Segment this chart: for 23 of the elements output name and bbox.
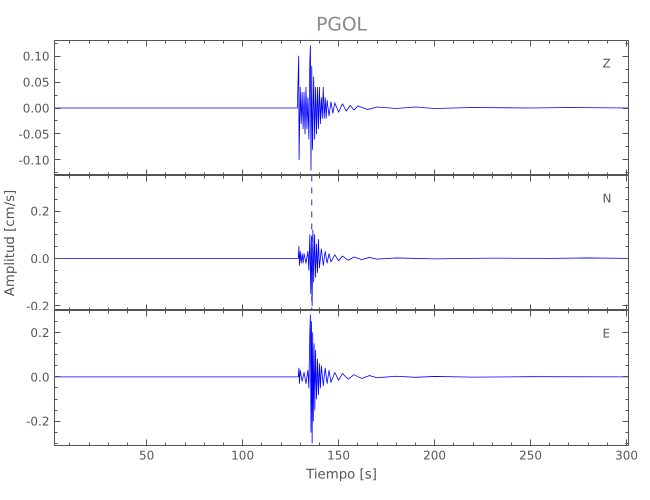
x-tick-label: 50 <box>139 448 154 462</box>
y-tick-label: 0.2 <box>30 204 50 219</box>
y-tick-label: -0.2 <box>26 414 50 429</box>
y-tick-label: 0.0 <box>30 370 50 384</box>
y-tick-label: -0.10 <box>18 153 50 168</box>
y-axis-title: Amplitud [cm/s] <box>3 190 18 296</box>
chart-title: PGOL <box>316 14 368 36</box>
x-axis-title: Tiempo [s] <box>305 468 377 482</box>
x-tick-label: 250 <box>519 448 542 462</box>
y-tick-label: 0.10 <box>22 50 50 64</box>
x-tick-label: 200 <box>423 448 446 462</box>
x-tick-label: 100 <box>231 448 254 462</box>
annotation: N <box>602 192 612 206</box>
y-tick-label: 0.2 <box>30 326 50 340</box>
x-tick-label: 150 <box>327 448 350 462</box>
y-tick-label: -0.05 <box>18 127 50 142</box>
annotation: E <box>602 326 610 340</box>
y-tick-label: 0.05 <box>22 76 50 90</box>
y-tick-label: 0.0 <box>30 252 50 266</box>
annotation: Z <box>602 56 611 70</box>
line-series <box>54 45 628 171</box>
y-tick-label: 0.00 <box>22 102 50 116</box>
x-tick-label: 300 <box>615 448 638 462</box>
